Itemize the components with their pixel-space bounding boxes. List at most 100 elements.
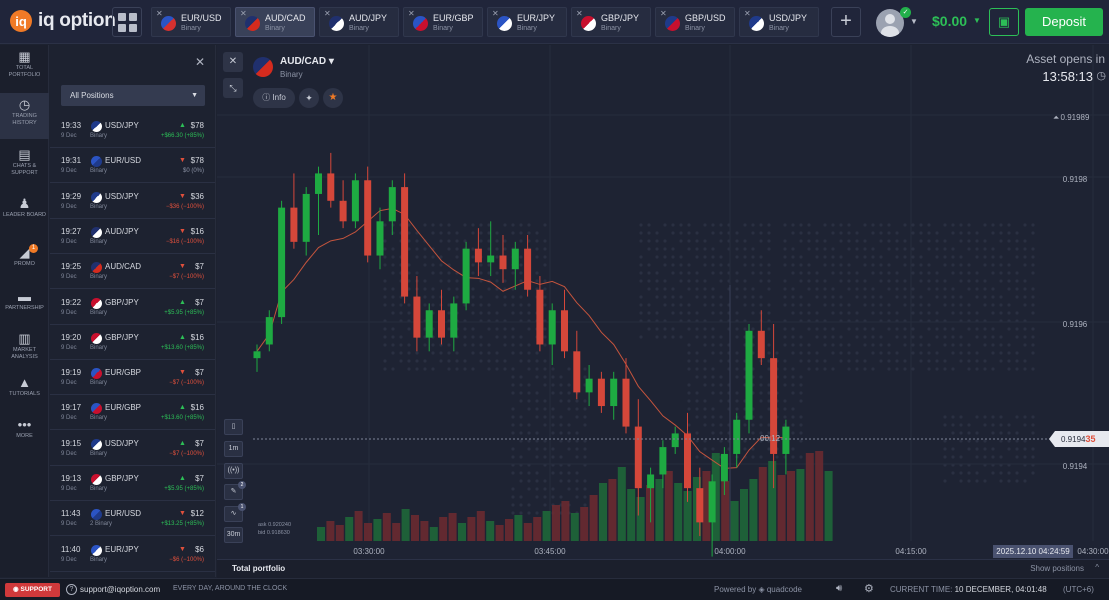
nav-total-portfolio[interactable]: ▦ TOTAL PORTFOLIO: [0, 45, 49, 91]
close-tab-icon[interactable]: ✕: [744, 9, 751, 18]
show-positions-link[interactable]: Show positions: [1030, 564, 1084, 573]
chart-area[interactable]: 0.91989 0.9198 0.9196 0.9194 ⏶ 03:30:00 03:45:…: [217, 45, 1109, 559]
candle-body: [770, 358, 778, 454]
map-dot: [839, 351, 843, 355]
nav-more[interactable]: ••• MORE: [0, 413, 49, 459]
position-row[interactable]: 19:25 9 Dec AUD/CAD Binary ▼ $7 −$7 (−100%): [50, 254, 215, 290]
tab-aud-cad[interactable]: ✕ AUD/CAD Binary: [235, 7, 315, 37]
position-row[interactable]: 19:29 9 Dec USD/JPY Binary ▼ $36 −$36 (−100%): [50, 184, 215, 219]
map-dot: [903, 263, 907, 267]
pin-icon[interactable]: ✦: [299, 88, 319, 108]
map-dot: [735, 391, 739, 395]
candle-body: [265, 317, 273, 345]
map-dot: [735, 327, 739, 331]
position-row[interactable]: 19:15 9 Dec USD/JPY Binary ▲ $7 −$7 (−100%): [50, 431, 215, 466]
nav-trading-history[interactable]: ◷ TRADING HISTORY: [0, 93, 49, 139]
close-tab-icon[interactable]: ✕: [576, 9, 583, 18]
map-dot: [711, 295, 715, 299]
volume-bar: [458, 523, 466, 541]
map-dot: [519, 231, 523, 235]
map-dot: [519, 439, 523, 443]
map-dot: [543, 423, 547, 427]
chart-tool-button[interactable]: ((•)): [224, 462, 243, 479]
map-dot: [687, 423, 691, 427]
close-chart-icon[interactable]: ✕: [223, 52, 243, 72]
map-dot: [967, 351, 971, 355]
close-tab-icon[interactable]: ✕: [492, 9, 499, 18]
add-tab-button[interactable]: +: [831, 7, 861, 37]
positions-filter-select[interactable]: All Positions ▼: [61, 85, 205, 106]
chart-tool-button[interactable]: ∿ 1: [224, 502, 246, 522]
map-dot: [695, 399, 699, 403]
map-dot: [495, 239, 499, 243]
gear-icon[interactable]: ⚙: [864, 583, 874, 595]
nav-market-analysis[interactable]: ▥ MARKET ANALYSIS: [0, 327, 49, 373]
balance-chevron-down-icon[interactable]: ▼: [973, 16, 981, 25]
nav-chats-support[interactable]: ▤ CHATS & SUPPORT: [0, 143, 49, 189]
map-dot: [511, 375, 515, 379]
map-dot: [983, 415, 987, 419]
nav-tutorials[interactable]: ▲ TUTORIALS: [0, 371, 49, 417]
position-row[interactable]: 19:31 9 Dec EUR/USD Binary ▼ $78 $0 (0%): [50, 148, 215, 184]
nav-leader-board[interactable]: ♟ LEADER BOARD: [0, 192, 49, 238]
logo[interactable]: iq iq option: [10, 10, 116, 32]
nav-promo[interactable]: ◢ PROMO 1: [0, 241, 49, 287]
tab-gbp-jpy[interactable]: ✕ GBP/JPY Binary: [571, 7, 651, 37]
position-row[interactable]: 11:43 9 Dec EUR/USD 2 Binary ▼ $12 +$13.25 (+8…: [50, 501, 215, 537]
map-dot: [759, 375, 763, 379]
balance-amount[interactable]: $0.00: [932, 13, 968, 29]
map-dot: [407, 231, 411, 235]
map-dot: [663, 295, 667, 299]
position-row[interactable]: 19:22 9 Dec GBP/JPY Binary ▲ $7 +$5.95 (+85%): [50, 290, 215, 325]
asset-grid-button[interactable]: [112, 7, 142, 37]
close-tab-icon[interactable]: ✕: [324, 9, 331, 18]
tab-usd-jpy[interactable]: ✕ USD/JPY Binary: [739, 7, 819, 37]
map-dot: [943, 415, 947, 419]
tab-eur-usd[interactable]: ✕ EUR/USD Binary: [151, 7, 231, 37]
position-row[interactable]: 19:19 9 Dec EUR/GBP Binary ▼ $7 −$7 (−100%): [50, 360, 215, 396]
close-tab-icon[interactable]: ✕: [240, 9, 247, 18]
avatar[interactable]: [876, 9, 904, 37]
tab-eur-gbp[interactable]: ✕ EUR/GBP Binary: [403, 7, 483, 37]
chevron-down-icon[interactable]: ▼: [910, 17, 918, 26]
map-dot: [639, 295, 643, 299]
tab-symbol: EUR/USD: [181, 13, 222, 23]
sound-icon[interactable]: 🔊︎: [836, 583, 843, 594]
volume-bar: [467, 517, 476, 541]
tab-aud-jpy[interactable]: ✕ AUD/JPY Binary: [319, 7, 399, 37]
mouse-tool-icon[interactable]: ▯: [224, 419, 243, 435]
map-dot: [527, 471, 531, 475]
deposit-button[interactable]: Deposit: [1025, 8, 1103, 36]
tab-eur-jpy[interactable]: ✕ EUR/JPY Binary: [487, 7, 567, 37]
volume-bar: [411, 515, 419, 541]
collapse-icon[interactable]: ⤡: [223, 78, 243, 98]
close-tab-icon[interactable]: ✕: [156, 9, 163, 18]
position-row[interactable]: 19:27 9 Dec AUD/JPY Binary ▼ $16 −$16 (−100%): [50, 219, 215, 254]
support-email[interactable]: support@iqoption.com: [80, 585, 161, 594]
chart-tool-button[interactable]: 1m: [224, 441, 243, 457]
position-row[interactable]: 11:40 9 Dec EUR/JPY Binary ▼ $6 −$6 (−100%): [50, 537, 215, 572]
position-row[interactable]: 19:13 9 Dec GBP/JPY Binary ▲ $7 +$5.95 (+85%): [50, 466, 215, 501]
close-tab-icon[interactable]: ✕: [408, 9, 415, 18]
position-row[interactable]: 19:20 9 Dec GBP/JPY Binary ▲ $16 +$13.60 (+85%…: [50, 325, 215, 360]
map-dot: [855, 359, 859, 363]
close-tab-icon[interactable]: ✕: [660, 9, 667, 18]
map-dot: [871, 247, 875, 251]
wallet-icon[interactable]: ▣: [989, 8, 1019, 36]
map-dot: [791, 231, 795, 235]
chevron-up-icon[interactable]: ^: [1095, 563, 1099, 572]
chart-tool-button[interactable]: ✎ 2: [224, 481, 246, 500]
support-button[interactable]: ◉ SUPPORT: [5, 583, 60, 597]
close-icon[interactable]: ✕: [195, 55, 206, 69]
chart-tool-button[interactable]: 30m: [224, 527, 243, 543]
map-dot: [1023, 447, 1027, 451]
tab-gbp-usd[interactable]: ✕ GBP/USD Binary: [655, 7, 735, 37]
position-row[interactable]: 19:17 9 Dec EUR/GBP Binary ▲ $16 +$13.60 (+85%…: [50, 395, 215, 431]
position-row[interactable]: 19:33 9 Dec USD/JPY Binary ▲ $78 +$66.30 (+85%…: [50, 113, 215, 148]
map-dot: [663, 287, 667, 291]
arrow-up-icon: ▲: [179, 475, 186, 482]
info-button[interactable]: ⓘ Info: [253, 88, 295, 108]
nav-partnership[interactable]: ▬ PARTNERSHIP: [0, 285, 49, 331]
star-icon[interactable]: ★: [323, 88, 343, 108]
